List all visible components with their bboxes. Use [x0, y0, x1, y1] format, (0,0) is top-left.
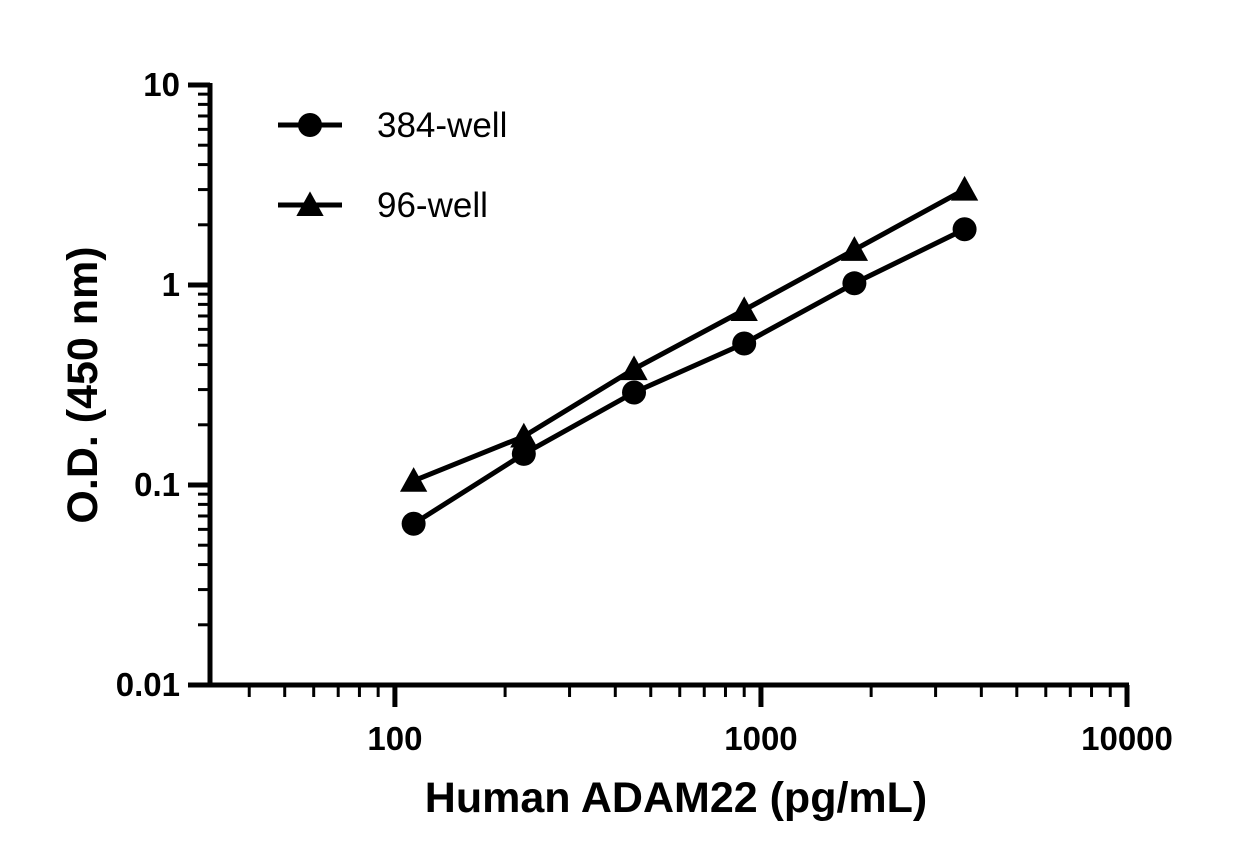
x-tick-label: 100 [367, 720, 422, 757]
data-point-triangle [730, 296, 758, 322]
legend-label: 384-well [377, 106, 507, 145]
data-point-circle [622, 380, 647, 405]
data-point-triangle [510, 422, 538, 448]
data-point-triangle [620, 355, 648, 381]
data-point-circle [952, 217, 977, 242]
x-axis-title: Human ADAM22 (pg/mL) [425, 774, 927, 822]
y-tick-label: 0.01 [116, 666, 180, 703]
y-tick-label: 0.1 [134, 466, 180, 503]
series-layer [399, 175, 979, 536]
series-384-well [401, 217, 977, 536]
data-point-circle [842, 271, 867, 296]
data-point-circle [732, 331, 757, 356]
y-axis-title: O.D. (450 nm) [59, 246, 107, 523]
series-line [412, 226, 966, 526]
legend-item: 96-well [278, 186, 488, 225]
y-tick-label: 1 [162, 266, 180, 303]
legend: 384-well 96-well [278, 106, 507, 225]
x-tick-label: 1000 [724, 720, 797, 757]
legend-label: 96-well [377, 186, 488, 225]
series-line [412, 187, 966, 484]
data-point-circle [401, 511, 426, 536]
legend-circle-marker [298, 113, 322, 137]
x-tick-label: 10000 [1081, 720, 1173, 757]
y-tick-label: 10 [143, 66, 180, 103]
legend-item: 384-well [278, 106, 507, 145]
data-point-triangle [399, 467, 428, 492]
data-point-circle [511, 441, 536, 466]
series-96-well [399, 175, 979, 492]
axes: 0.01 0.1 1 10 100 1000 10000 [116, 66, 1173, 757]
data-point-triangle [950, 175, 979, 201]
legend-triangle-marker [296, 191, 324, 217]
data-point-triangle [840, 236, 869, 261]
